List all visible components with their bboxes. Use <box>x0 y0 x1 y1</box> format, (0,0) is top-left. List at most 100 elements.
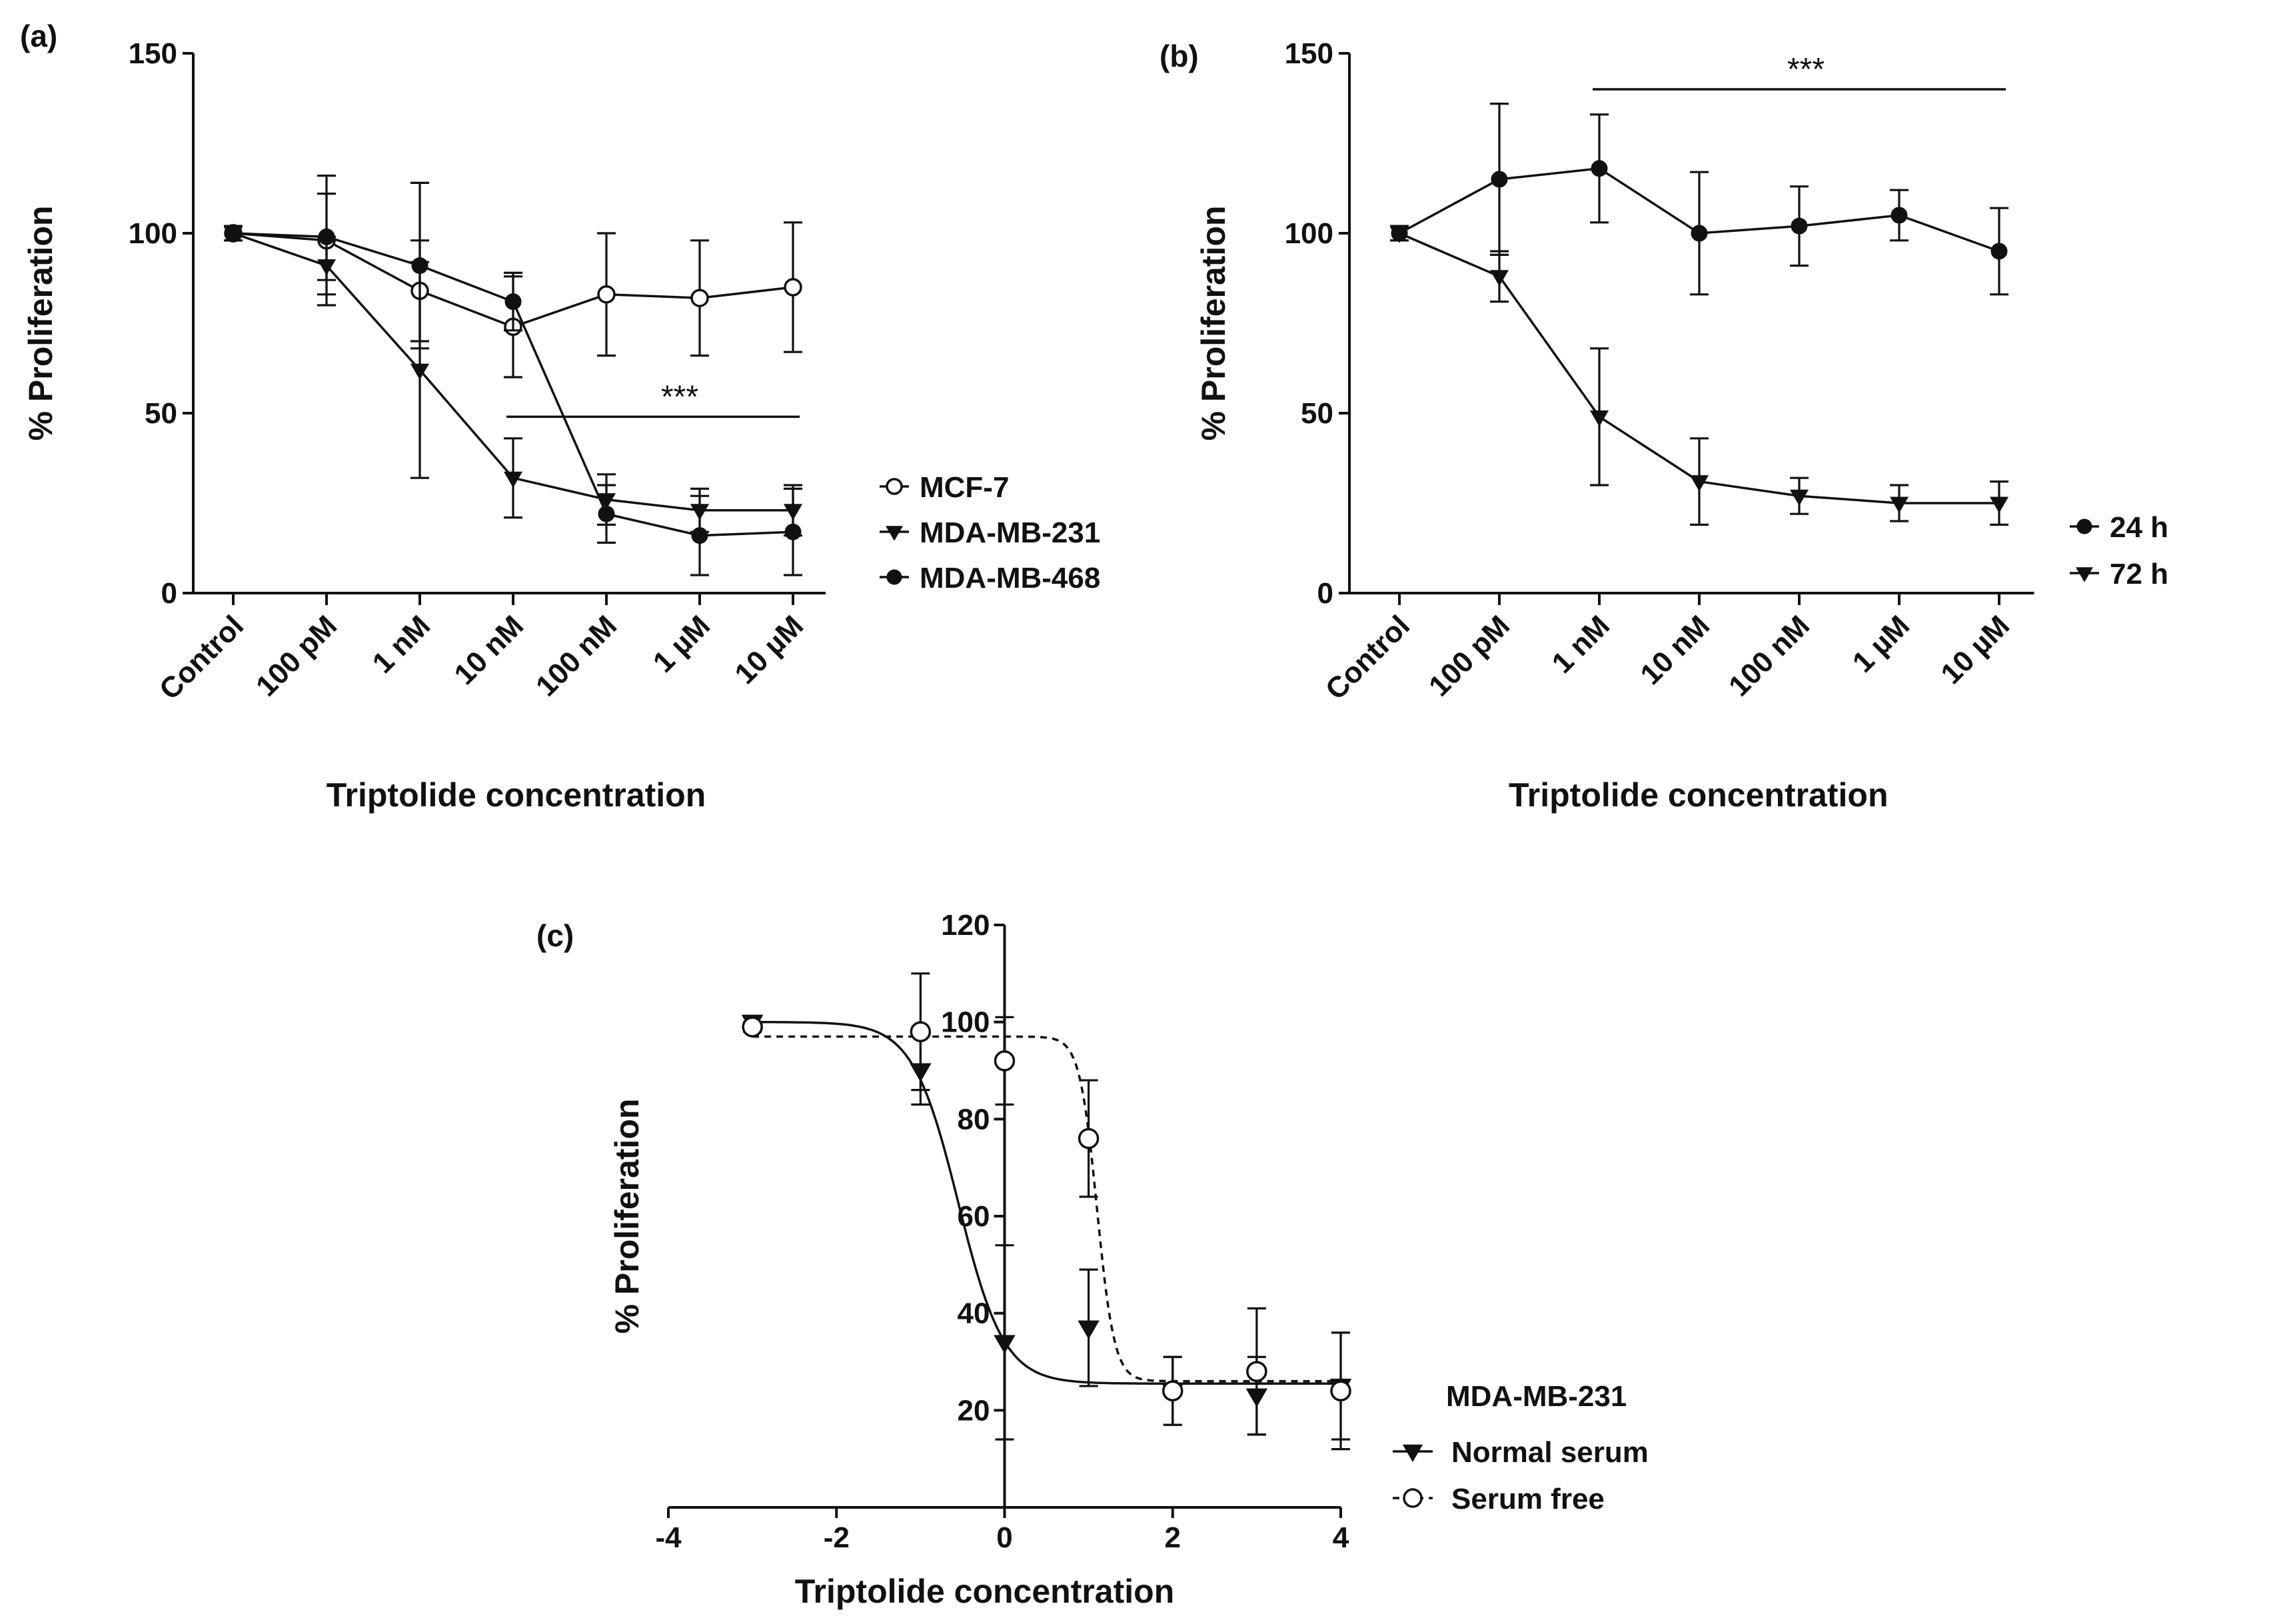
panel-b-series-72-h-point <box>1689 475 1709 492</box>
panel-c-series-serum-free-point <box>1162 1380 1183 1401</box>
panel-b-significance: *** <box>1593 52 2006 91</box>
panel-b-x-tick-label-1-nm: 1 nM <box>1546 609 1617 680</box>
panel-a: (a) 0 50 100 150 Control 100 pM 1 nM 10 nM 100 n… <box>20 19 1100 814</box>
panel-b-label: (b) <box>1159 39 1199 73</box>
panel-b-series-72-h <box>1389 225 2009 526</box>
panel-a-y-tick-label-150: 150 <box>129 37 177 70</box>
panel-c-label: (c) <box>536 918 574 953</box>
panel-a-x-tick-label-100-nm: 100 nM <box>530 609 623 702</box>
panel-a-series-mcf-7-point-ring <box>784 278 802 297</box>
panel-a-x-tick-label-control: Control <box>153 609 250 706</box>
panel-a-series-mda-mb-468 <box>224 181 802 576</box>
panel-c-legend-normal-serum-label: Normal serum <box>1451 1436 1649 1469</box>
panel-a-label: (a) <box>20 19 57 53</box>
panel-c-x-tick-label-4: 4 <box>1333 1521 1349 1554</box>
panel-c-series-serum-free-point-ring <box>1078 1128 1100 1150</box>
panel-c-legend-title: MDA-MB-231 <box>1446 1380 1627 1413</box>
panel-c-series-serum-free-point <box>994 1050 1016 1072</box>
panel-c-series-normal-serum-point <box>1078 1320 1100 1339</box>
panel-b-series-72-h-point <box>1889 496 1909 513</box>
panel-b-legend-72-h-swatch-marker <box>2076 567 2093 582</box>
panel-b-x-tick-label-100-pm: 100 pM <box>1423 609 1516 702</box>
panel-c-x-axis-title: Triptolide concentration <box>795 1573 1174 1610</box>
panel-c-y-tick-label-80: 80 <box>958 1103 990 1136</box>
panel-b-x-tick-label-10-nm: 10 nM <box>1634 609 1716 691</box>
panel-b-series-24-h-point <box>1691 225 1708 242</box>
panel-b-legend-24-h-swatch-marker <box>2076 518 2092 534</box>
panel-a-series-mda-mb-468-point <box>318 228 335 245</box>
panel-a-series-mda-mb-468-point <box>225 225 242 242</box>
panel-a-y-tick-label-50: 50 <box>145 397 177 430</box>
panel-a-legend-mcf-7-label: MCF-7 <box>920 471 1009 504</box>
panel-c-series-serum-free-point <box>1246 1361 1267 1382</box>
panel-c-y-tick-label-100: 100 <box>941 1006 990 1039</box>
panel-a-significance: *** <box>506 379 800 418</box>
panel-b-series-24-h-point <box>1791 217 1808 235</box>
panel-c-series-serum-free-fit-curve <box>752 1035 1341 1383</box>
panel-b-series-24-h-point <box>1990 243 2008 260</box>
panel-b-series-24-h <box>1390 103 2008 296</box>
panel-a-series-mda-mb-468-point <box>411 257 428 275</box>
panel-a-axes: 0 50 100 150 Control 100 pM 1 nM 10 nM 100 nM 1 µ… <box>129 37 826 706</box>
panel-a-series-mcf-7-point <box>690 289 709 307</box>
panel-a-legend-mda-mb-468-swatch-marker <box>886 569 902 585</box>
panel-c-series-serum-free-point <box>742 1016 763 1038</box>
panel-b: (b) 0 50 100 150 Control 100 pM 1 nM 10 nM 100 n… <box>1159 37 2168 814</box>
panel-a-series-mcf-7-point <box>784 278 802 297</box>
panel-c-series-serum-free-point-ring <box>1330 1380 1351 1401</box>
panel-c-legend: MDA-MB-231 Normal serum Serum free <box>1393 1380 1649 1515</box>
panel-b-legend-24-h-label: 24 h <box>2110 511 2168 544</box>
panel-b-y-tick-label-150: 150 <box>1285 37 1333 70</box>
panel-a-legend-mcf-7-swatch-marker <box>886 478 903 495</box>
panel-c-x-tick-label-2: 2 <box>1165 1521 1181 1554</box>
panel-b-x-axis-title: Triptolide concentration <box>1509 776 1888 814</box>
panel-c-y-axis-title: % Proliferation <box>608 1099 646 1334</box>
panel-a-x-tick-label-1-nm: 1 nM <box>367 609 437 680</box>
panel-c-y-tick-label-120: 120 <box>941 909 990 942</box>
panel-b-legend-72-h-label: 72 h <box>2110 558 2168 590</box>
panel-a-x-tick-label-10-nm: 10 nM <box>448 609 530 691</box>
panel-a-legend-mda-mb-468-label: MDA-MB-468 <box>920 562 1100 594</box>
panel-a-series-mda-mb-231-point <box>410 363 430 380</box>
panel-b-series-72-h-point <box>1489 270 1509 287</box>
panel-a-x-tick-label-10-m: 10 µM <box>728 609 810 690</box>
panel-c-x-tick-label-0: 0 <box>996 1521 1012 1554</box>
panel-b-y-tick-label-100: 100 <box>1285 217 1333 250</box>
panel-b-significance-stars: *** <box>1787 52 1825 87</box>
panel-b-series-72-h-point <box>1789 489 1809 506</box>
panel-c-legend-serum-free-swatch-marker-ring <box>1403 1488 1423 1508</box>
panel-a-series-mcf-7-point-ring <box>690 289 709 307</box>
panel-c-y-tick-label-40: 40 <box>958 1297 990 1330</box>
panel-c-legend-normal-serum-swatch-marker <box>1402 1444 1423 1462</box>
panel-a-series-mda-mb-468-point <box>598 505 615 522</box>
panel-c-series-serum-free-point <box>1330 1380 1351 1401</box>
panel-c-y-tick-label-20: 20 <box>958 1394 990 1427</box>
panel-b-series-24-h-point <box>1491 171 1508 188</box>
panel-a-legend-mda-mb-231-swatch-marker <box>886 526 903 541</box>
panel-a-y-tick-label-0: 0 <box>161 577 177 610</box>
panel-b-series-24-h-point <box>1891 207 1908 224</box>
panel-c-series-serum-free-point-ring <box>742 1016 763 1038</box>
panel-a-significance-stars: *** <box>661 379 698 414</box>
panel-a-series-mcf-7-point <box>597 285 616 304</box>
panel-c-series-serum-free-point <box>910 1021 932 1042</box>
panel-b-y-axis-title: % Proliferation <box>1195 206 1232 441</box>
panel-a-legend-mcf-7-swatch-marker-ring <box>886 478 903 495</box>
panel-b-x-tick-label-1-m: 1 µM <box>1847 609 1916 678</box>
panel-b-series <box>1389 103 2009 526</box>
panel-a-series <box>223 175 803 576</box>
panel-a-series-mda-mb-468-point <box>691 527 708 544</box>
panel-b-x-tick-label-control: Control <box>1319 609 1416 706</box>
panel-a-series-mcf-7-point-ring <box>597 285 616 304</box>
panel-a-series-mda-mb-468-point <box>784 523 802 540</box>
panel-a-series-mda-mb-231-point <box>503 471 523 488</box>
panel-b-x-tick-label-100-nm: 100 nM <box>1723 609 1816 702</box>
panel-b-series-24-h-point <box>1591 160 1608 177</box>
panel-b-series-72-h-point <box>1989 496 2009 513</box>
panel-a-y-axis-title: % Proliferation <box>22 206 59 441</box>
panel-b-series-72-h-point <box>1389 227 1409 243</box>
panel-c-series-serum-free <box>742 972 1351 1451</box>
